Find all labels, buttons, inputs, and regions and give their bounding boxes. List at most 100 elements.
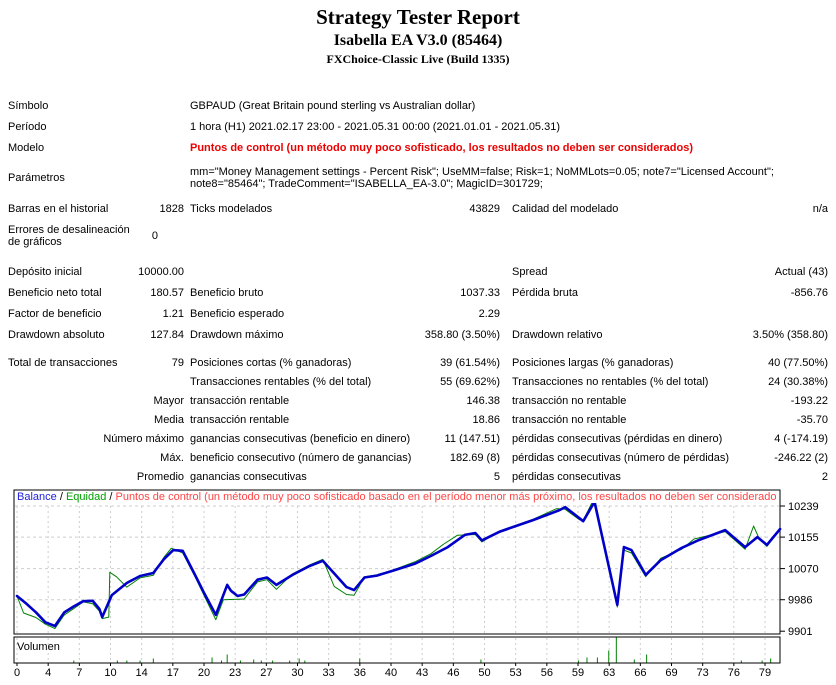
x-axis-label: 46 [447,667,459,679]
table-cell-group: Calidad del modelado n/a [500,203,828,215]
x-axis-label: 14 [136,667,148,679]
cell-label: Beneficio bruto [190,286,264,299]
table-cell-group: Número máximo [8,433,184,445]
table-row: Promedio ganancias consecutivas 5 pérdidas … [8,467,836,486]
table-cell-group: Spread Actual (43) [500,266,828,278]
cell-label: Posiciones largas (% ganadoras) [512,356,674,369]
balance-chart: 0 4 7 10 14 17 20 23 27 30 33 36 40 43 46 50 53 56 59 63 66 6… [0,488,836,685]
table-row: Mayor transacción rentable 146.38 transacci… [8,391,836,410]
cell-label: Beneficio neto total [8,286,102,299]
cell-value: 11 (147.51) [444,432,500,445]
table-cell-group: transacción no rentable -193.22 [500,395,828,407]
cell-label: transacción rentable [190,413,290,426]
table-cell-group: transacción rentable 18.86 [184,414,500,426]
table-cell-group: Factor de beneficio 1.21 [8,308,184,320]
y-axis-label: 10070 [788,564,819,576]
table-cell-group: pérdidas consecutivas (pérdidas en diner… [500,433,828,445]
x-axis-label: 73 [697,667,709,679]
cell-label: Factor de beneficio [8,307,102,320]
cell-value: 55 (69.62%) [440,375,500,388]
table-cell-group: ganancias consecutivas (beneficio en din… [184,433,500,445]
cell-label: Barras en el historial [8,202,109,215]
cell-value: 39 (61.54%) [440,356,500,369]
report-header: Strategy Tester Report Isabella EA V3.0 … [0,5,836,67]
table-cell-group: ganancias consecutivas 5 [184,471,500,483]
cell-label: Beneficio esperado [190,307,285,320]
table-row: Beneficio neto total 180.57 Beneficio brut… [8,282,836,303]
cell-label: transacción no rentable [512,413,627,426]
cell-label: Transacciones rentables (% del total) [190,375,372,388]
cell-value: Máx. [160,451,184,464]
table-cell-group: transacción rentable 146.38 [184,395,500,407]
x-axis-label: 66 [634,667,646,679]
cell-value: 358.80 (3.50%) [424,328,500,341]
x-axis-label: 50 [478,667,490,679]
table-cell-group: Parámetros [8,172,184,184]
cell-label: Transacciones no rentables (% del total) [512,375,709,388]
cell-label: transacción rentable [190,394,290,407]
cell-label: Parámetros [8,172,65,184]
x-axis-label: 10 [104,667,116,679]
table-cell-group: Depósito inicial 10000.00 [8,266,184,278]
balance-line [15,500,782,628]
x-axis-label: 17 [167,667,179,679]
cell-value: Número máximo [103,432,184,445]
cell-label: Drawdown máximo [190,328,284,341]
balance-chart-svg: 0 4 7 10 14 17 20 23 27 30 33 36 40 43 46 50 53 56 59 63 66 6… [13,489,819,679]
x-axis-label: 27 [260,667,272,679]
cell-value: 24 (30.38%) [768,375,828,388]
x-axis-label: 43 [416,667,428,679]
cell-value: 79 [171,356,184,369]
cell-value: 1.21 [162,307,184,320]
table-row: Transacciones rentables (% del total) 55 … [8,372,836,391]
table-row: Factor de beneficio 1.21 Beneficio esperad… [8,303,836,324]
cell-value: Promedio [136,470,184,483]
x-axis-label: 59 [572,667,584,679]
table-row: Parámetros mm="Money Management settings … [8,158,836,198]
table-cell-group: Beneficio neto total 180.57 [8,287,184,299]
x-axis-label: 76 [728,667,740,679]
table-cell-group: Ticks modelados 43829 [184,203,500,215]
table-cell-group: Transacciones rentables (% del total) 55 … [184,376,500,388]
cell-value: 182.69 (8) [449,451,500,464]
table-cell-group: Media [8,414,184,426]
chart-legend: Balance / Equidad / Puntos de control (u… [15,491,777,503]
table-cell-group: Drawdown relativo 3.50% (358.80) [500,329,828,341]
table-cell-group: Drawdown absoluto 127.84 [8,329,184,341]
report-subtitle: Isabella EA V3.0 (85464) [333,32,503,49]
report-broker: FXChoice-Classic Live (Build 1335) [326,52,510,66]
y-axis-label: 10155 [788,532,819,544]
cell-label: Spread [512,265,548,278]
cell-value: 146.38 [466,394,500,407]
cell-label: ganancias consecutivas [190,470,307,483]
cell-label: transacción no rentable [512,394,627,407]
table-cell-group: Errores de desalineación de gráficos 0 [8,224,184,248]
x-axis-label: 4 [45,667,51,679]
cell-value: 4 (-174.19) [774,432,828,445]
cell-label: pérdidas consecutivas (pérdidas en diner… [512,432,723,445]
cell-value: 127.84 [150,328,184,341]
table-cell-group: Período [8,121,184,133]
volume-pane-border [13,636,781,664]
x-axis-label: 79 [759,667,771,679]
x-axis-label: 0 [14,667,20,679]
table-cell-group: Promedio [8,471,184,483]
table-cell-group: pérdidas consecutivas (número de pérdida… [500,452,828,464]
x-axis-label: 20 [198,667,210,679]
cell-value: Mayor [153,394,184,407]
cell-value: 40 (77.50%) [768,356,828,369]
table-row: Período 1 hora (H1) 2021.02.17 23:00 - 20… [8,116,836,137]
x-axis-label: 33 [323,667,335,679]
cell-value: -246.22 (2) [774,451,828,464]
table-cell-group: Modelo [8,142,184,154]
cell-value: Actual (43) [774,265,828,278]
cell-value: -856.76 [790,286,828,299]
cell-label: Ticks modelados [190,202,273,215]
cell-wide-value: 1 hora (H1) 2021.02.17 23:00 - 2021.05.3… [190,120,561,133]
model-warning-text: Puntos de control (un método muy poco so… [190,141,694,154]
legend-equity: Equidad [65,491,107,503]
table-row: Drawdown absoluto 127.84 Drawdown máximo 35… [8,324,836,345]
table-row: Máx. beneficio consecutivo (número de gan… [8,448,836,467]
cell-label: Total de transacciones [8,356,118,369]
cell-value: -35.70 [796,413,828,426]
